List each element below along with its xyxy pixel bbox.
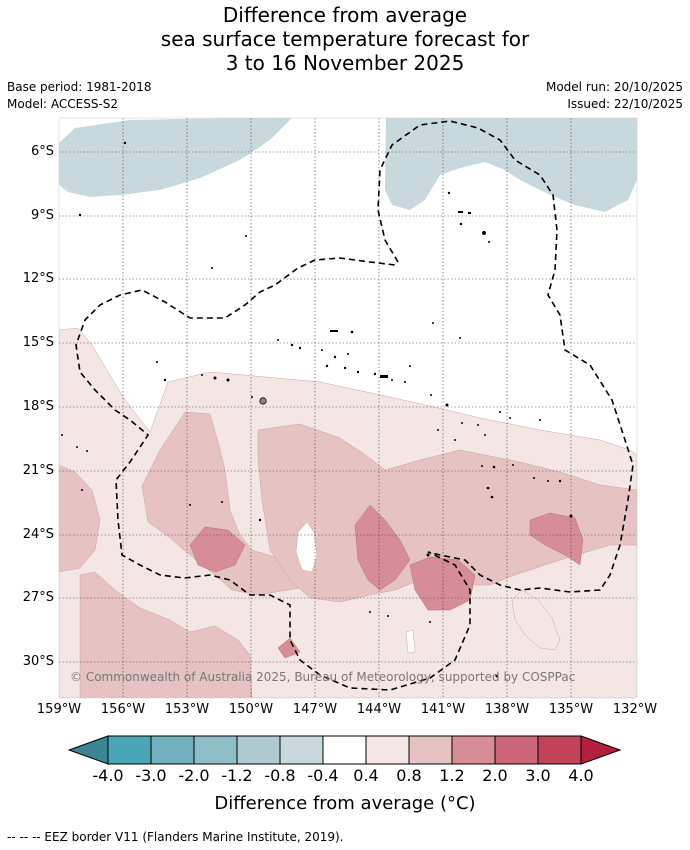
cool-anomaly-region-northeast <box>385 118 637 212</box>
map-frame <box>58 117 638 699</box>
colorbar-segment-min-extend <box>67 735 109 765</box>
colorbar <box>67 735 622 765</box>
lon-label-141w: 141°W <box>420 702 466 717</box>
warm-anomaly-region-0-8-central <box>141 411 301 596</box>
lon-label-144w: 144°W <box>356 702 402 717</box>
warm-anomaly-region-1-2-a <box>189 526 246 573</box>
copyright-text: © Commonwealth of Australia 2025, Bureau… <box>70 670 575 684</box>
warm-anomaly-region-1-2-b <box>354 504 411 591</box>
warm-anomaly-region-0-8-east <box>257 423 637 603</box>
warm-anomaly-region-0-8-south <box>79 571 253 698</box>
colorbar-segment-7 <box>365 735 410 765</box>
colorbar-label: 2.0 <box>482 766 508 785</box>
eez-legend-footer: -- -- -- EEZ border V11 (Flanders Marine… <box>7 830 344 844</box>
colorbar-label: 3.0 <box>525 766 551 785</box>
colorbar-segment-8 <box>408 735 453 765</box>
colorbar-segment-1 <box>107 735 152 765</box>
eez-border-french-polynesia <box>75 120 634 691</box>
colorbar-title: Difference from average (°C) <box>214 793 476 814</box>
lat-label-27s: 27°S <box>22 590 54 605</box>
islands <box>61 141 573 678</box>
colorbar-segment-10 <box>494 735 539 765</box>
colorbar-segment-6 <box>322 735 367 765</box>
title-line-2: sea surface temperature forecast for <box>160 27 530 51</box>
lon-label-138w: 138°W <box>484 702 530 717</box>
lat-label-21s: 21°S <box>22 463 54 478</box>
base-period: Base period: 1981-2018 <box>7 80 152 94</box>
lat-label-15s: 15°S <box>22 335 54 350</box>
light-pocket-2 <box>511 589 561 651</box>
colorbar-label: -4.0 <box>92 766 124 785</box>
colorbar-segment-4 <box>236 735 281 765</box>
colorbar-segment-11 <box>537 735 582 765</box>
lat-label-30s: 30°S <box>22 654 54 669</box>
lon-label-153w: 153°W <box>164 702 210 717</box>
colorbar-label: -1.2 <box>221 766 253 785</box>
lon-label-156w: 156°W <box>100 702 146 717</box>
title-line-1: Difference from average <box>222 3 468 27</box>
model-name: Model: ACCESS-S2 <box>7 97 119 111</box>
colorbar-label: -3.0 <box>135 766 167 785</box>
cool-anomaly-region-northwest <box>59 118 292 197</box>
light-pocket-1 <box>295 521 318 573</box>
colorbar-segment-3 <box>193 735 238 765</box>
colorbar-segment-max-extend <box>580 735 622 765</box>
lat-label-24s: 24°S <box>22 527 54 542</box>
colorbar-segment-2 <box>150 735 195 765</box>
lon-label-147w: 147°W <box>292 702 338 717</box>
colorbar-label: -0.4 <box>307 766 339 785</box>
colorbar-segment-9 <box>451 735 496 765</box>
colorbar-label: 4.0 <box>568 766 594 785</box>
map-area: © Commonwealth of Australia 2025, Bureau… <box>59 118 637 698</box>
colorbar-label: -0.8 <box>264 766 296 785</box>
colorbar-segment-5 <box>279 735 324 765</box>
lat-label-9s: 9°S <box>30 208 54 223</box>
gridlines <box>59 118 637 698</box>
map-title: Difference from average sea surface temp… <box>0 3 690 75</box>
title-line-3: 3 to 16 November 2025 <box>225 51 465 75</box>
model-run: Model run: 20/10/2025 <box>545 80 683 94</box>
meta-left: Base period: 1981-2018 Model: ACCESS-S2 <box>7 79 152 113</box>
lat-label-18s: 18°S <box>22 399 54 414</box>
lon-label-132w: 132°W <box>612 702 658 717</box>
warm-anomaly-region-1-2-e <box>277 637 301 659</box>
colorbar-label: -2.0 <box>178 766 210 785</box>
warm-anomaly-region-1-2-d <box>529 512 584 566</box>
lat-label-6s: 6°S <box>30 144 54 159</box>
lon-label-159w: 159°W <box>36 702 82 717</box>
colorbar-label: 1.2 <box>439 766 465 785</box>
colorbar-label: 0.4 <box>353 766 379 785</box>
lat-label-12s: 12°S <box>22 271 54 286</box>
meta-right: Model run: 20/10/2025 Issued: 22/10/2025 <box>546 79 683 113</box>
colorbar-label: 0.8 <box>396 766 422 785</box>
issued-date: Issued: 22/10/2025 <box>567 97 683 111</box>
lon-label-135w: 135°W <box>548 702 594 717</box>
light-pocket-3 <box>405 629 416 654</box>
lon-label-150w: 150°W <box>228 702 274 717</box>
